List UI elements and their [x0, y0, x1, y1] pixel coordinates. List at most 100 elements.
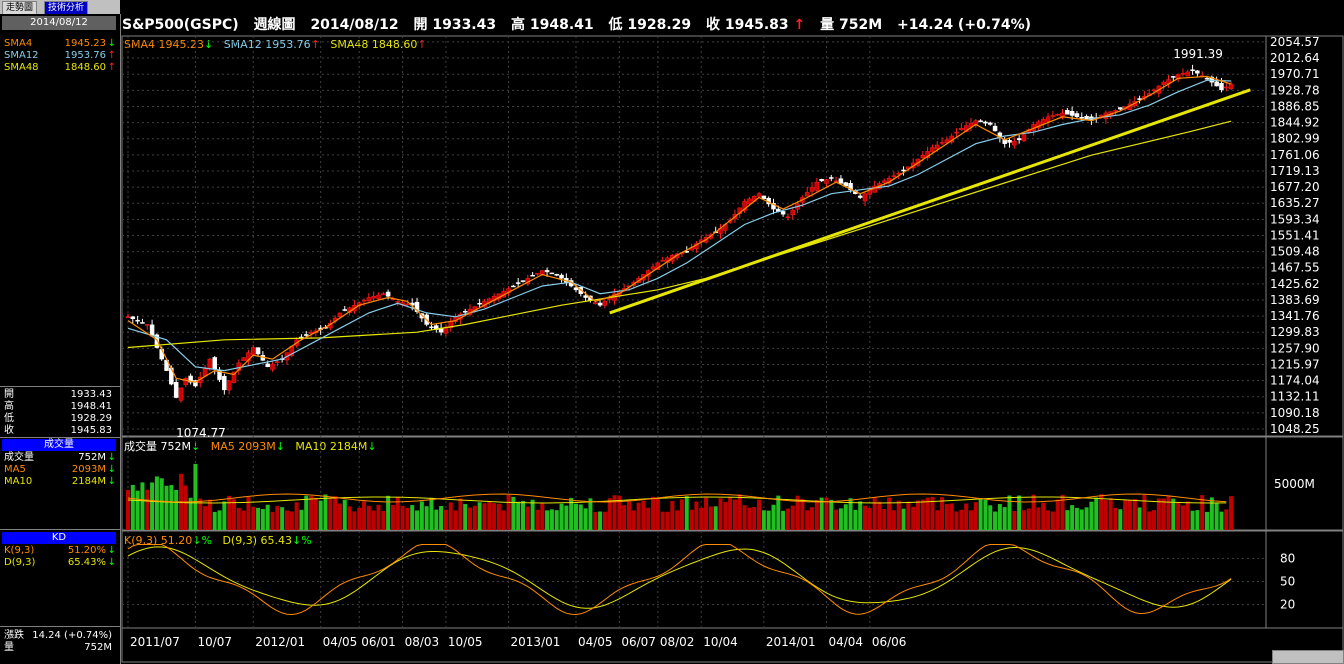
- candle-body: [732, 213, 738, 220]
- candle-body: [819, 179, 824, 182]
- d-legend: D(9,3) 65.43: [222, 534, 292, 547]
- close-label: 收: [4, 425, 14, 436]
- volume-bar: [1108, 498, 1113, 530]
- candle-body: [381, 293, 386, 296]
- candle-body: [771, 202, 776, 210]
- price-tick-label: 1048.25: [1270, 422, 1320, 436]
- candle-body: [289, 346, 295, 356]
- candle-body: [718, 228, 723, 234]
- candle-body: [458, 313, 463, 320]
- volume-bar: [742, 505, 747, 530]
- candle-body: [641, 274, 646, 281]
- volume-bar: [381, 510, 386, 530]
- divider: [0, 386, 120, 387]
- volume-bar: [540, 503, 545, 530]
- candle-body: [270, 363, 275, 370]
- volume-label: 成交量: [4, 452, 34, 463]
- sma12-legend-arrow: ↑: [310, 38, 320, 51]
- volume-bar: [415, 510, 420, 530]
- volume-bar: [1099, 494, 1104, 530]
- candle-body: [1045, 116, 1051, 122]
- candle-body: [1224, 86, 1229, 89]
- vol-value: 752M: [84, 642, 112, 653]
- ma10-legend-arrow: ↓: [367, 440, 377, 453]
- volume-bar: [954, 511, 959, 530]
- volume-bar: [530, 499, 535, 530]
- candle-body: [135, 319, 140, 322]
- volume-bar: [853, 509, 858, 530]
- volume-bar: [328, 498, 333, 530]
- candle-body: [761, 195, 767, 200]
- candle-body: [294, 339, 299, 346]
- volume-bar: [1190, 510, 1195, 530]
- volume-ma10-line: [127, 496, 1227, 504]
- candle-body: [559, 274, 564, 279]
- d-row: D(9,3) 65.43% ↓: [4, 557, 116, 568]
- candle-body: [896, 172, 901, 175]
- price-tick-label: 2012.64: [1270, 51, 1320, 65]
- quote-volume: 量 752M: [820, 17, 882, 33]
- volume-bar: [284, 510, 289, 530]
- ohlc-high-row: 高 1948.41: [4, 401, 116, 412]
- candle-body: [698, 239, 704, 243]
- volume-bar: [1050, 511, 1055, 530]
- volume-bar: [964, 503, 969, 530]
- candle-body: [535, 272, 540, 275]
- volume-bar: [593, 511, 598, 530]
- candle-body: [833, 180, 839, 183]
- volume-bar: [1123, 499, 1128, 530]
- volume-bar: [376, 504, 381, 530]
- tab-trend[interactable]: 走勢圖: [2, 1, 38, 15]
- d-legend-arrow: ↓%: [292, 534, 312, 547]
- candle-body: [385, 291, 391, 297]
- volume-legend-main: 成交量 752M: [124, 440, 191, 453]
- volume-bar: [679, 499, 684, 530]
- volume-bar: [1200, 495, 1205, 530]
- volume-bar: [737, 494, 742, 530]
- volume-bar: [448, 502, 453, 530]
- volume-bar: [940, 497, 945, 530]
- volume-bar: [1021, 510, 1026, 530]
- candle-body: [1209, 76, 1215, 83]
- candle-body: [246, 352, 251, 362]
- volume-bar: [304, 495, 309, 530]
- candle-body: [655, 262, 661, 270]
- volume-bar: [203, 506, 208, 530]
- price-annotation: 1991.39: [1173, 47, 1223, 61]
- quote-low: 低 1928.29: [609, 17, 692, 33]
- volume-bar: [516, 501, 521, 530]
- candle-body: [260, 355, 266, 361]
- candle-body: [703, 237, 709, 243]
- high-value: 1948.41: [70, 401, 112, 412]
- candle-body: [1180, 72, 1186, 75]
- volume-bar: [771, 504, 776, 530]
- volume-bar: [386, 495, 391, 530]
- candle-body: [992, 125, 998, 132]
- candle-body: [1190, 69, 1195, 71]
- k-arrow: ↓: [107, 545, 116, 556]
- candle-body: [790, 210, 795, 216]
- chart-axes: 2054.57 2012.64 1970.71 1928.78 1886.85 1844.…: [130, 35, 1320, 649]
- candle-body: [491, 296, 497, 302]
- candle-body: [626, 285, 632, 288]
- candle-body: [1060, 112, 1065, 118]
- candle-body: [708, 234, 714, 239]
- candle-body: [226, 380, 232, 391]
- sma48-legend: SMA48 1848.60: [330, 38, 418, 51]
- tab-technical[interactable]: 技術分析: [44, 1, 89, 15]
- kd-legend: K(9,3) 51.20↓% D(9,3) 65.43↓%: [124, 534, 312, 547]
- chart-scroll-button[interactable]: [1272, 650, 1344, 664]
- candle-body: [193, 380, 198, 387]
- volume-bar: [655, 498, 660, 530]
- volume-bar: [309, 496, 314, 530]
- volume-bar: [867, 508, 872, 530]
- candle-body: [853, 190, 858, 194]
- candle-body: [429, 326, 434, 329]
- candle-body: [511, 285, 516, 288]
- volume-bar: [983, 499, 988, 530]
- sma4-value: 1945.23: [64, 38, 106, 49]
- volume-bar: [978, 498, 983, 530]
- candle-body: [636, 278, 641, 283]
- candle-body: [443, 326, 449, 334]
